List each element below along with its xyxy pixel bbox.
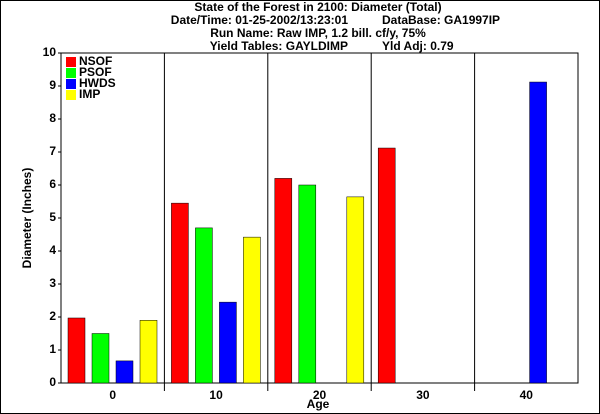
chart-subtitle: DataBase: GA1997IP <box>382 13 500 27</box>
bar <box>219 301 237 384</box>
bar <box>274 178 293 384</box>
legend-label: NSOF <box>79 54 112 68</box>
y-tick-label: 9 <box>49 78 56 92</box>
bar <box>346 196 365 384</box>
legend-label: HWDS <box>79 76 116 90</box>
x-tick-label: 20 <box>313 388 327 402</box>
bar <box>243 236 261 384</box>
legend-swatch <box>66 68 76 78</box>
y-tick-label: 3 <box>49 276 56 290</box>
x-tick-label: 40 <box>520 388 534 402</box>
bar <box>115 360 134 384</box>
x-tick-label: 10 <box>209 388 223 402</box>
y-tick-label: 1 <box>49 342 56 356</box>
legend-swatch <box>66 90 76 100</box>
chart-subtitle: Date/Time: 01-25-2002/13:23:01 <box>171 13 349 27</box>
legend-swatch <box>66 57 76 67</box>
y-tick-label: 2 <box>49 309 56 323</box>
chart-title: State of the Forest in 2100: Diameter (T… <box>194 0 441 14</box>
x-tick-label: 0 <box>109 388 116 402</box>
bar <box>195 227 213 384</box>
bar <box>171 202 189 384</box>
chart-subtitle: Yld Adj: 0.79 <box>382 39 454 53</box>
bar <box>529 81 547 384</box>
y-tick-label: 4 <box>49 243 56 257</box>
bar <box>377 147 396 384</box>
y-tick-label: 0 <box>49 375 56 389</box>
bar <box>139 320 158 384</box>
x-tick-label: 30 <box>416 388 430 402</box>
chart-title: Run Name: Raw IMP, 1.2 bill. cf/y, 75% <box>210 26 426 40</box>
y-tick-label: 7 <box>49 144 56 158</box>
y-tick-label: 8 <box>49 111 56 125</box>
chart-subtitle: Yield Tables: GAYLDIMP <box>210 39 348 53</box>
x-axis-label: Age <box>307 397 330 411</box>
y-tick-label: 6 <box>49 177 56 191</box>
legend-label: IMP <box>79 87 100 101</box>
bar <box>91 333 110 384</box>
y-tick-label: 10 <box>43 45 57 59</box>
y-tick-label: 5 <box>49 210 56 224</box>
bar <box>67 317 86 384</box>
legend-swatch <box>66 79 76 89</box>
y-axis-label: Diameter (Inches) <box>20 168 34 269</box>
bar <box>298 184 317 384</box>
legend-label: PSOF <box>79 65 112 79</box>
